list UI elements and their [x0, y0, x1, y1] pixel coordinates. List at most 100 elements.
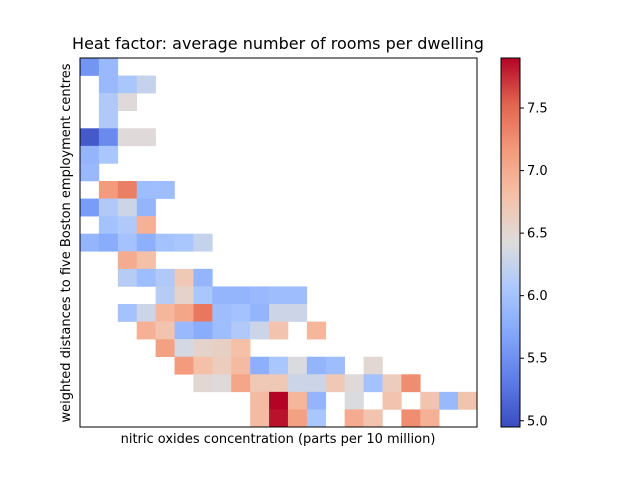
heatmap-cell [174, 321, 194, 340]
heatmap-cell [155, 181, 175, 199]
heatmap-cell [174, 304, 194, 322]
heatmap-cell [80, 128, 100, 147]
heatmap-cell [155, 233, 175, 252]
heatmap-cell [212, 339, 232, 358]
heatmap-cell [231, 286, 251, 305]
heatmap-cell [306, 391, 327, 410]
heatmap-cell [136, 268, 156, 287]
heatmap-cell [212, 304, 232, 322]
heatmap-cell [193, 321, 213, 340]
heatmap-cell [287, 409, 308, 428]
heatmap-cell [136, 251, 156, 270]
heatmap-cell [287, 286, 308, 305]
heatmap-cell [325, 374, 345, 393]
heatmap-cell [136, 128, 156, 147]
heatmap-cell [420, 409, 440, 428]
heatmap-cell [458, 391, 478, 410]
heatmap-cell [269, 286, 289, 305]
heatmap-cell [155, 268, 175, 287]
heatmap-cell [250, 321, 270, 340]
heatmap-cell [98, 93, 119, 112]
heatmap-cell [420, 391, 440, 410]
heatmap-cell [117, 268, 138, 287]
heatmap-cell [136, 198, 156, 217]
heatmap-cell [212, 356, 232, 375]
heatmap-cell [250, 409, 270, 428]
heatmap-cell [80, 233, 100, 252]
heatmap-cell [382, 374, 402, 393]
colorbar-ticks: 5.0 5.5 6.0 6.5 7.0 7.5 [520, 102, 548, 429]
heatmap-cell [98, 75, 119, 94]
heatmap-cell [117, 233, 138, 252]
heatmap-cell [136, 216, 156, 235]
heatmap-cell [98, 181, 119, 199]
colorbar-tick-label: 6.0 [527, 289, 548, 304]
heatmap-cell [193, 304, 213, 322]
heatmap-cell [136, 304, 156, 322]
heatmap-cell [117, 216, 138, 235]
heatmap-cell [174, 233, 194, 252]
heatmap-cell [306, 321, 327, 340]
heatmap-cell [98, 216, 119, 235]
heatmap-cell [193, 374, 213, 393]
heatmap-cell [193, 233, 213, 252]
heatmap-cell [174, 339, 194, 358]
heatmap-cell [117, 304, 138, 322]
colorbar-tick-label: 7.5 [527, 102, 548, 117]
heatmap-cell [80, 163, 100, 182]
heatmap-cell [269, 409, 289, 428]
heatmap-cell [287, 356, 308, 375]
heatmap-cell [117, 251, 138, 270]
heatmap-cell [136, 181, 156, 199]
colorbar-tick-label: 6.5 [527, 227, 548, 242]
heatmap-cell [117, 198, 138, 217]
heatmap-cell [231, 374, 251, 393]
heatmap-cell [98, 145, 119, 164]
chart-title: Heat factor: average number of rooms per… [72, 34, 484, 53]
heatmap-cell [174, 286, 194, 305]
heatmap-cell [344, 374, 364, 393]
heatmap-cell [401, 374, 421, 393]
heatmap-cell [212, 374, 232, 393]
heatmap-cell [136, 75, 156, 94]
heatmap-cell [174, 268, 194, 287]
heatmap-cell [363, 356, 383, 375]
heatmap-cell [231, 339, 251, 358]
heatmap-cell [231, 304, 251, 322]
heatmap-cell [344, 409, 364, 428]
heatmap-cell [287, 304, 308, 322]
heatmap-cell [250, 374, 270, 393]
heatmap-cell [136, 321, 156, 340]
heatmap-cells [80, 58, 478, 428]
heatmap-cell [363, 409, 383, 428]
colorbar [500, 57, 521, 428]
heatmap-cell [98, 58, 119, 76]
heatmap-cell [401, 409, 421, 428]
heatmap-cell [269, 374, 289, 393]
heatmap-cell [269, 391, 289, 410]
heatmap-cell [80, 145, 100, 164]
heatmap-cell [306, 409, 327, 428]
heatmap-cell [193, 268, 213, 287]
heatmap-cell [155, 286, 175, 305]
heatmap-cell [344, 391, 364, 410]
heatmap-cell [98, 233, 119, 252]
heatmap-cell [155, 304, 175, 322]
x-axis-label: nitric oxides concentration (parts per 1… [121, 432, 436, 447]
heatmap-cell [117, 75, 138, 94]
heatmap-cell [269, 321, 289, 340]
heatmap-cell [193, 356, 213, 375]
heatmap-cell [117, 128, 138, 147]
heatmap-cell [212, 286, 232, 305]
heatmap-cell [325, 356, 345, 375]
heatmap-cell [155, 321, 175, 340]
heatmap-cell [98, 128, 119, 147]
heatmap-cell [117, 93, 138, 112]
heatmap-cell [287, 374, 308, 393]
heatmap-cell [287, 391, 308, 410]
colorbar-tick-label: 5.0 [527, 414, 548, 429]
heatmap-cell [98, 110, 119, 129]
heatmap-cell [136, 233, 156, 252]
colorbar-tick-label: 5.5 [527, 352, 548, 367]
